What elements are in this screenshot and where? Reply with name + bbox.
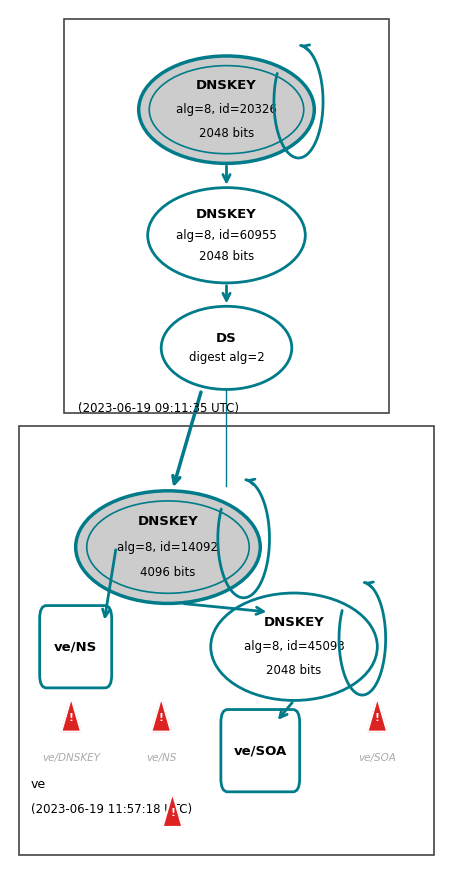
Text: ve/DNSKEY: ve/DNSKEY	[42, 753, 100, 763]
Text: ve: ve	[31, 779, 46, 792]
Text: 2048 bits: 2048 bits	[266, 664, 322, 677]
Text: (2023-06-19 09:11:35 UTC): (2023-06-19 09:11:35 UTC)	[78, 401, 239, 415]
Text: alg=8, id=45093: alg=8, id=45093	[244, 640, 344, 653]
Text: !: !	[159, 713, 164, 723]
Text: !: !	[375, 713, 380, 723]
Text: digest alg=2: digest alg=2	[188, 351, 265, 363]
Ellipse shape	[161, 306, 292, 389]
Polygon shape	[163, 793, 183, 827]
Text: 2048 bits: 2048 bits	[199, 127, 254, 140]
Text: DNSKEY: DNSKEY	[196, 208, 257, 221]
Text: DNSKEY: DNSKEY	[138, 515, 198, 528]
Ellipse shape	[148, 188, 305, 283]
FancyBboxPatch shape	[64, 19, 389, 413]
Text: DNSKEY: DNSKEY	[264, 616, 324, 629]
Text: (2023-06-19 11:57:18 UTC): (2023-06-19 11:57:18 UTC)	[31, 803, 192, 816]
Polygon shape	[367, 697, 387, 732]
Text: alg=8, id=14092: alg=8, id=14092	[117, 541, 218, 554]
Text: ve/SOA: ve/SOA	[234, 744, 287, 757]
Text: alg=8, id=60955: alg=8, id=60955	[176, 229, 277, 242]
Text: ve/SOA: ve/SOA	[358, 753, 396, 763]
Text: ve/NS: ve/NS	[146, 753, 176, 763]
Text: !: !	[170, 808, 175, 818]
Ellipse shape	[76, 491, 260, 603]
Text: ve/NS: ve/NS	[54, 640, 97, 653]
Ellipse shape	[139, 56, 314, 163]
FancyBboxPatch shape	[40, 606, 112, 688]
Polygon shape	[151, 697, 171, 732]
Text: .: .	[78, 395, 82, 408]
Text: !: !	[69, 713, 73, 723]
Text: 2048 bits: 2048 bits	[199, 250, 254, 263]
Text: DS: DS	[216, 332, 237, 345]
Text: DNSKEY: DNSKEY	[196, 79, 257, 92]
Text: 4096 bits: 4096 bits	[140, 566, 196, 579]
Text: alg=8, id=20326: alg=8, id=20326	[176, 103, 277, 116]
FancyBboxPatch shape	[19, 426, 434, 854]
Polygon shape	[61, 697, 81, 732]
Ellipse shape	[211, 593, 377, 700]
FancyBboxPatch shape	[221, 709, 300, 792]
